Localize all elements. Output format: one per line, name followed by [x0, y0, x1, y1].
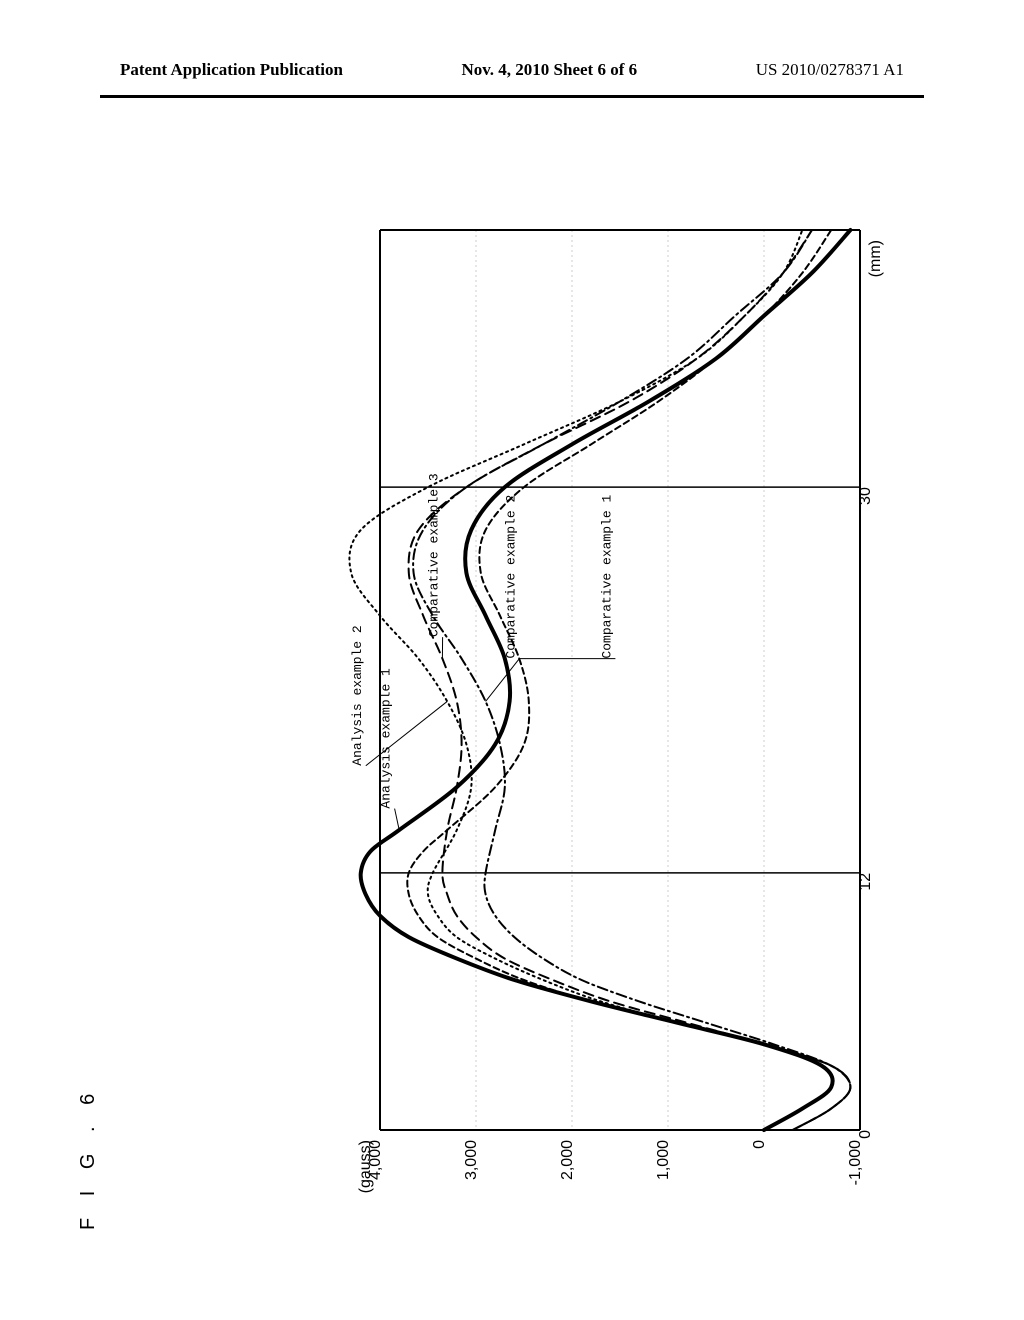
page-header: Patent Application Publication Nov. 4, 2…: [0, 60, 1024, 80]
header-center: Nov. 4, 2010 Sheet 6 of 6: [461, 60, 637, 80]
header-left: Patent Application Publication: [120, 60, 343, 80]
svg-text:3,000: 3,000: [463, 1140, 480, 1180]
figure-container: F I G . 6 -1,00001,0002,0003,0004,000(ga…: [100, 150, 924, 1250]
svg-text:30: 30: [857, 487, 874, 505]
svg-text:Comparative example 1: Comparative example 1: [599, 495, 614, 659]
svg-text:Analysis example 2: Analysis example 2: [350, 625, 365, 765]
header-right: US 2010/0278371 A1: [756, 60, 904, 80]
figure-label: F I G . 6: [77, 1086, 100, 1230]
svg-text:(mm): (mm): [867, 240, 884, 277]
svg-text:0: 0: [751, 1140, 768, 1149]
svg-text:12: 12: [857, 873, 874, 891]
svg-text:0: 0: [857, 1130, 874, 1139]
svg-text:1,000: 1,000: [655, 1140, 672, 1180]
svg-text:Analysis example 1: Analysis example 1: [379, 668, 394, 809]
header-divider: [100, 95, 924, 98]
svg-text:(gauss): (gauss): [357, 1140, 374, 1193]
svg-text:Comparative example 2: Comparative example 2: [503, 495, 518, 659]
svg-text:2,000: 2,000: [559, 1140, 576, 1180]
svg-text:-1,000: -1,000: [847, 1140, 864, 1185]
chart: -1,00001,0002,0003,0004,000(gauss)01230(…: [250, 200, 950, 1200]
svg-text:Comparative example 3: Comparative example 3: [427, 473, 442, 637]
